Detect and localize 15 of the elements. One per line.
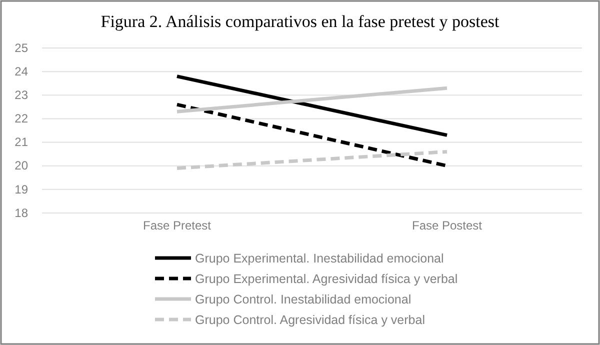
chart-title: Figura 2. Análisis comparativos en la fase pretest y postest xyxy=(100,12,500,31)
x-tick-label: Fase Postest xyxy=(412,218,483,233)
y-tick-label: 25 xyxy=(14,40,28,55)
legend-label: Grupo Control. Agresividad física y verbal xyxy=(195,312,425,327)
y-tick-label: 18 xyxy=(14,206,28,220)
legend-label: Grupo Control. Inestabilidad emocional xyxy=(195,292,412,306)
y-tick-label: 20 xyxy=(14,158,28,173)
y-tick-label: 22 xyxy=(14,112,28,126)
y-tick-label: 24 xyxy=(14,64,28,78)
y-tick-label: 21 xyxy=(14,135,28,150)
x-tick-label: Fase Pretest xyxy=(142,218,212,233)
y-tick-label: 23 xyxy=(14,88,28,102)
legend-label: Grupo Experimental. Agresividad física y verbal xyxy=(195,272,458,286)
y-tick-label: 19 xyxy=(14,182,28,196)
legend-label: Grupo Experimental. Inestabilidad emocional xyxy=(195,251,444,266)
